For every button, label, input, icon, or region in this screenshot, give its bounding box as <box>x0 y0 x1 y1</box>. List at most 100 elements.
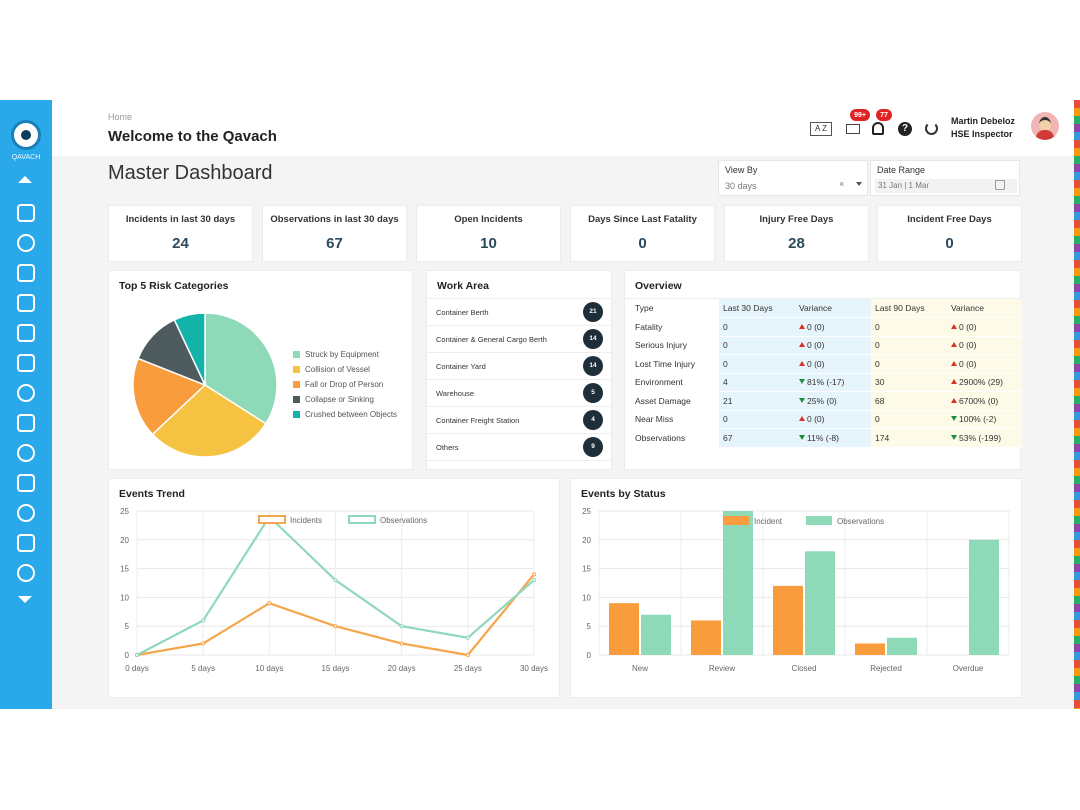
legend-swatch <box>293 411 300 418</box>
table-row: Lost Time Injury 0 0 (0) 0 0 (0) <box>631 354 1022 374</box>
checklist-icon[interactable] <box>17 354 35 372</box>
sun-icon[interactable] <box>17 564 35 582</box>
stat-label: Incidents in last 30 days <box>125 214 236 225</box>
trend-down-icon <box>799 397 805 403</box>
bar[interactable] <box>609 603 639 655</box>
bar[interactable] <box>641 614 671 655</box>
report-icon[interactable] <box>17 324 35 342</box>
pie-slice[interactable] <box>173 312 206 386</box>
data-point[interactable] <box>201 641 206 646</box>
legend-label[interactable]: Incidents <box>290 516 322 525</box>
legend-label[interactable]: Observations <box>837 517 884 526</box>
page-title: Master Dashboard <box>108 162 273 184</box>
stat-value: 0 <box>945 235 954 252</box>
help-icon[interactable]: ? <box>898 122 912 136</box>
legend-swatch[interactable] <box>348 515 376 524</box>
bell-icon[interactable] <box>872 122 884 135</box>
document-icon[interactable] <box>17 264 35 282</box>
variance-value: 100% (-2) <box>959 414 997 425</box>
bar[interactable] <box>773 585 803 655</box>
view-by-select[interactable]: View By 30 days × <box>718 160 868 196</box>
data-point[interactable] <box>399 624 404 629</box>
work-area-count: 14 <box>583 356 603 376</box>
work-area-name: Container Freight Station <box>436 416 520 425</box>
decorative-stripe <box>1074 100 1080 709</box>
data-point[interactable] <box>201 618 206 623</box>
stat-card-incident-free-days[interactable]: Incident Free Days 0 <box>877 205 1022 262</box>
data-point[interactable] <box>465 635 470 640</box>
card-icon[interactable] <box>17 294 35 312</box>
data-point[interactable] <box>135 653 139 657</box>
hand-icon[interactable] <box>17 504 35 522</box>
legend-item[interactable]: Collision of Vessel <box>293 365 370 374</box>
user-role: HSE Inspector <box>951 129 1013 139</box>
legend-swatch[interactable] <box>806 516 832 525</box>
table-icon[interactable] <box>17 474 35 492</box>
clipboard-icon[interactable] <box>17 534 35 552</box>
legend-item[interactable]: Collapse or Sinking <box>293 395 374 404</box>
chevron-down-icon[interactable] <box>856 182 862 186</box>
stat-card-days-since-fatality[interactable]: Days Since Last Fatality 0 <box>570 205 715 262</box>
scroll-down-icon[interactable] <box>18 596 32 603</box>
list-item[interactable]: Warehouse 5 <box>427 380 613 407</box>
gear-icon[interactable] <box>17 384 35 402</box>
avatar[interactable] <box>1031 112 1059 140</box>
legend-item[interactable]: Fall or Drop of Person <box>293 380 383 389</box>
date-range-input[interactable]: 31 Jan | 1 Mar <box>875 179 1017 193</box>
date-range-filter[interactable]: Date Range 31 Jan | 1 Mar <box>870 160 1020 196</box>
last-90-cell: 68 <box>871 391 947 411</box>
qavach-logo-icon[interactable] <box>11 120 41 150</box>
bar[interactable] <box>723 511 753 655</box>
legend-label[interactable]: Observations <box>380 516 427 525</box>
scroll-up-icon[interactable] <box>18 176 32 183</box>
breadcrumb[interactable]: Home <box>108 112 133 122</box>
language-icon[interactable]: A Z <box>810 122 832 136</box>
last-90-cell: 0 <box>871 317 947 337</box>
stat-card-injury-free-days[interactable]: Injury Free Days 28 <box>724 205 869 262</box>
legend-item[interactable]: Struck by Equipment <box>293 350 379 359</box>
list-item[interactable]: Container Freight Station 4 <box>427 407 613 434</box>
data-point[interactable] <box>532 572 536 577</box>
bar[interactable] <box>691 620 721 655</box>
table-header-row: Type Last 30 Days Variance Last 90 Days … <box>631 299 1022 318</box>
legend-swatch[interactable] <box>723 516 749 525</box>
list-item[interactable]: Container Yard 14 <box>427 353 613 380</box>
data-point[interactable] <box>465 653 470 657</box>
variance-value: 25% (0) <box>807 395 837 406</box>
pie-slice[interactable] <box>132 357 207 436</box>
mail-icon[interactable] <box>846 124 860 134</box>
list-item[interactable]: Container & General Cargo Berth 14 <box>427 326 613 353</box>
legend-item[interactable]: Crushed between Objects <box>293 410 397 419</box>
stat-card-observations[interactable]: Observations in last 30 days 67 <box>262 205 407 262</box>
legend-label[interactable]: Incident <box>754 517 783 526</box>
panel-title: Events Trend <box>119 488 185 500</box>
stat-card-open-incidents[interactable]: Open Incidents 10 <box>416 205 561 262</box>
bar[interactable] <box>855 643 885 655</box>
settings-icon[interactable] <box>17 414 35 432</box>
pie-slice[interactable] <box>151 384 267 458</box>
list-item[interactable]: Container Berth 21 <box>427 299 613 326</box>
bar[interactable] <box>805 551 835 655</box>
legend-swatch[interactable] <box>258 515 286 524</box>
data-point[interactable] <box>333 578 338 583</box>
bar[interactable] <box>887 637 917 655</box>
power-icon[interactable] <box>925 122 938 135</box>
table-row: Near Miss 0 0 (0) 0 100% (-2) <box>631 410 1022 429</box>
list-item[interactable]: Others 9 <box>427 434 613 461</box>
view-by-label: View By <box>725 165 758 175</box>
calendar-icon[interactable] <box>995 180 1005 190</box>
search-icon[interactable] <box>17 234 35 252</box>
cog-icon[interactable] <box>17 444 35 462</box>
data-point[interactable] <box>267 601 272 606</box>
clear-icon[interactable]: × <box>839 179 845 189</box>
view-by-value[interactable]: 30 days <box>725 181 757 191</box>
stat-card-incidents[interactable]: Incidents in last 30 days 24 <box>108 205 253 262</box>
column-header: Variance <box>947 299 1022 318</box>
bar[interactable] <box>969 539 999 655</box>
data-point[interactable] <box>333 624 338 629</box>
data-point[interactable] <box>532 578 536 583</box>
date-range-value[interactable]: 31 Jan | 1 Mar <box>878 181 929 190</box>
data-point[interactable] <box>399 641 404 646</box>
y-tick-label: 0 <box>125 651 130 660</box>
shield-icon[interactable] <box>17 204 35 222</box>
